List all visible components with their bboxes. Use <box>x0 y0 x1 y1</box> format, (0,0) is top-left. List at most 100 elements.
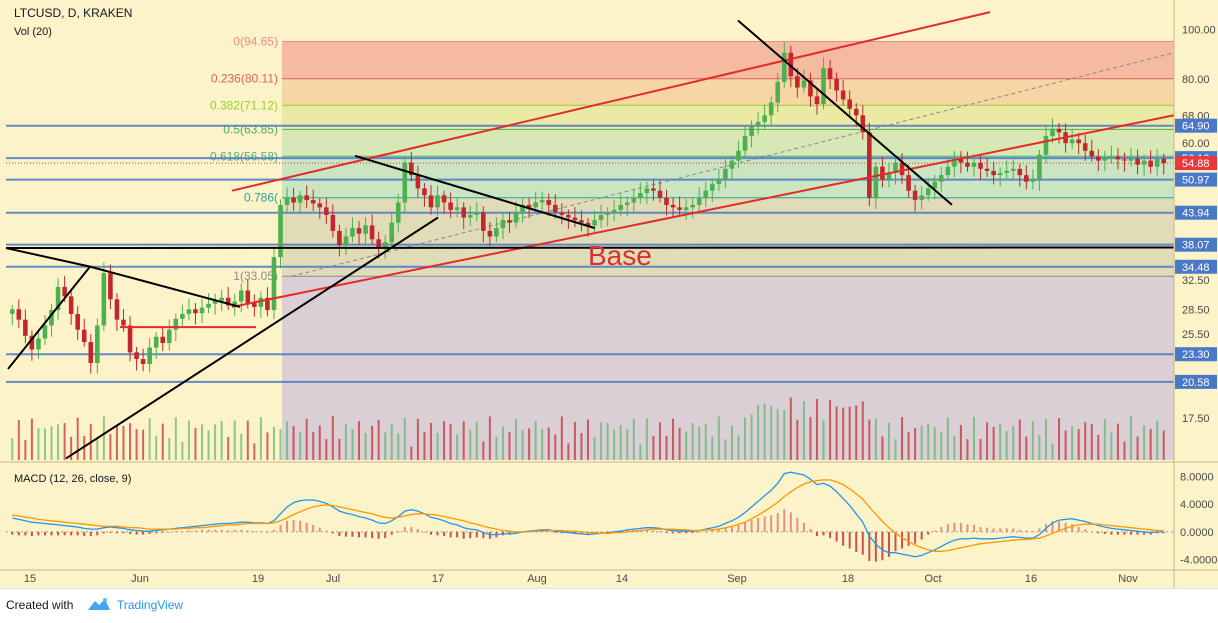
volume-bar <box>698 426 701 460</box>
candle-body <box>448 202 453 210</box>
volume-bar <box>704 424 707 460</box>
candle-body <box>206 303 211 308</box>
volume-bar <box>763 403 766 460</box>
macd-histogram-bar <box>691 531 694 533</box>
long-black-trend-line <box>5 246 1175 250</box>
volume-bar <box>907 431 910 460</box>
volume-bar <box>37 428 40 460</box>
macd-histogram-bar <box>1031 531 1034 533</box>
volume-bar <box>43 428 46 460</box>
macd-histogram-bar <box>829 531 832 539</box>
candle-body <box>1037 154 1042 180</box>
candle-body <box>572 217 578 221</box>
candle-body <box>624 202 630 205</box>
macd-histogram-bar <box>259 531 262 533</box>
candle-body <box>199 307 205 314</box>
macd-histogram-bar <box>43 531 46 536</box>
falling-black-line-2 <box>737 19 953 206</box>
macd-histogram-bar <box>220 529 223 532</box>
price-chart[interactable]: 0(94.65) 0.236(80.11) 0.382(71.12) 0.5(63.8… <box>0 0 1218 588</box>
macd-histogram-bar <box>168 531 171 533</box>
macd-histogram-bar <box>796 518 799 532</box>
tradingview-link[interactable]: TradingView <box>117 598 184 612</box>
volume-bar <box>187 420 190 460</box>
macd-histogram-bar <box>600 531 603 533</box>
volume-bar <box>83 435 86 460</box>
macd-axis-tick: -4.0000 <box>1180 555 1217 567</box>
volume-bar <box>142 429 145 460</box>
volume-bar <box>1097 434 1100 460</box>
macd-histogram-bar <box>914 531 917 544</box>
volume-bar <box>1018 419 1021 460</box>
candle-body <box>775 81 781 103</box>
volume-bar <box>835 406 838 460</box>
time-axis-tick: Jul <box>326 573 340 585</box>
volume-bar <box>1149 428 1152 460</box>
macd-histogram-bar <box>109 531 112 533</box>
volume-bar <box>129 423 132 460</box>
candle-body <box>1102 158 1108 161</box>
macd-histogram-bar <box>979 527 982 532</box>
macd-histogram-bar <box>181 531 184 533</box>
candle-body <box>81 329 87 343</box>
volume-bar <box>1103 419 1106 460</box>
tradingview-logo-icon[interactable] <box>87 596 111 612</box>
macd-histogram-bar <box>770 515 773 532</box>
candle-body <box>952 158 957 167</box>
macd-histogram-bar <box>488 531 491 539</box>
volume-bar <box>580 432 583 460</box>
macd-histogram-bar <box>384 531 387 539</box>
macd-pane: 8.0000 4.0000 0.0000 -4.0000 <box>0 461 1218 567</box>
candle-body <box>677 207 682 210</box>
volume-bar <box>717 416 720 460</box>
volume-bar <box>809 416 812 460</box>
macd-histogram-bar <box>802 522 805 532</box>
macd-histogram-bar <box>1143 531 1146 535</box>
candle-body <box>389 222 395 243</box>
candle-body <box>68 296 74 315</box>
candle-body <box>611 209 617 213</box>
macd-histogram-bar <box>76 531 79 536</box>
macd-histogram-bar <box>855 531 858 552</box>
macd-histogram-bar <box>783 508 786 532</box>
time-axis-tick: Aug <box>527 573 547 585</box>
candle-body <box>42 325 48 339</box>
volume-bar <box>881 436 884 460</box>
symbol-label: LTCUSD, D, KRAKEN <box>14 6 132 20</box>
macd-histogram-bar <box>122 531 125 534</box>
macd-histogram-bar <box>1156 531 1159 534</box>
price-axis-tick: 32.50 <box>1182 275 1210 287</box>
macd-histogram-bar <box>1116 531 1119 535</box>
footer-bar: Created with TradingView <box>0 588 1218 623</box>
candle-body <box>971 162 977 167</box>
candle-body <box>232 301 238 306</box>
fib-band <box>282 41 1174 79</box>
time-axis-tick: 19 <box>252 573 264 585</box>
candle-body <box>330 214 336 231</box>
candle-body <box>114 299 120 320</box>
volume-bar <box>351 429 354 460</box>
candle-body <box>1010 168 1016 171</box>
volume-bar <box>632 419 635 460</box>
volume-bar <box>606 423 609 460</box>
volume-bar <box>397 433 400 460</box>
time-axis-tick: 14 <box>616 573 628 585</box>
macd-histogram-bar <box>658 531 661 533</box>
price-axis: 100.0080.0068.0060.0050.9732.5028.5025.5… <box>1173 0 1218 588</box>
price-axis-tick: 17.50 <box>1182 413 1210 425</box>
macd-histogram-bar <box>842 531 845 546</box>
volume-bar <box>992 426 995 460</box>
candle-body <box>62 286 67 297</box>
candle-body <box>932 181 938 189</box>
macd-axis-tick: 4.0000 <box>1180 499 1214 511</box>
candle-body <box>1115 156 1121 160</box>
volume-bar <box>286 421 289 460</box>
time-axis-tick: 16 <box>1025 573 1037 585</box>
price-tag-label: 38.07 <box>1182 240 1210 252</box>
candle-body <box>579 220 584 223</box>
candle-body <box>795 76 800 88</box>
macd-histogram-bar <box>279 524 282 532</box>
volume-bar <box>1064 430 1067 460</box>
candle-body <box>539 200 545 203</box>
macd-histogram-bar <box>815 531 818 537</box>
